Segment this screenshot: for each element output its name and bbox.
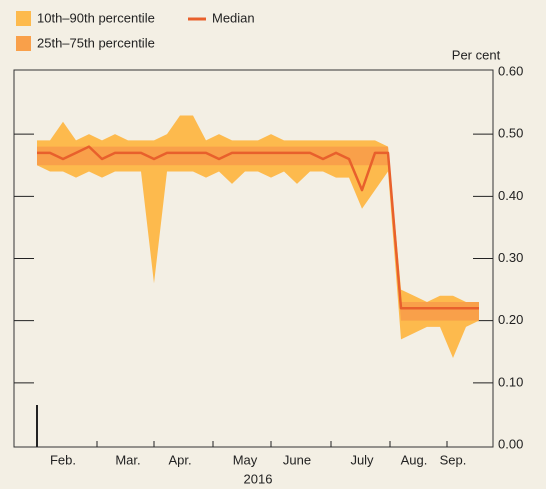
x-tick-label: Feb. [50, 452, 76, 467]
legend-swatch [16, 11, 31, 26]
x-tick-label: Apr. [168, 452, 191, 467]
legend-label: Median [212, 10, 255, 25]
y-tick-label: 0.00 [498, 436, 523, 451]
percentile-band [37, 146, 479, 321]
y-tick-label: 0.30 [498, 250, 523, 265]
y-tick-label: 0.60 [498, 63, 523, 78]
legend-swatch [16, 36, 31, 51]
y-tick-label: 0.20 [498, 312, 523, 327]
y-tick-label: 0.50 [498, 126, 523, 141]
x-tick-label: Aug. [401, 452, 428, 467]
y-tick-label: 0.10 [498, 374, 523, 389]
x-axis-label: 2016 [244, 471, 273, 486]
x-tick-label: July [350, 452, 374, 467]
x-tick-label: May [233, 452, 258, 467]
percentile-band [37, 115, 479, 358]
plot-frame [13, 69, 494, 448]
x-tick-label: Mar. [115, 452, 140, 467]
x-tick-label: Sep. [440, 452, 467, 467]
y-axis-label: Per cent [452, 47, 501, 62]
legend-label: 25th–75th percentile [37, 35, 155, 50]
x-tick-label: June [283, 452, 311, 467]
y-tick-label: 0.40 [498, 188, 523, 203]
legend-label: 10th–90th percentile [37, 10, 155, 25]
median-line [37, 145, 479, 310]
legend: 10th–90th percentile 25th–75th percentile… [16, 10, 255, 51]
